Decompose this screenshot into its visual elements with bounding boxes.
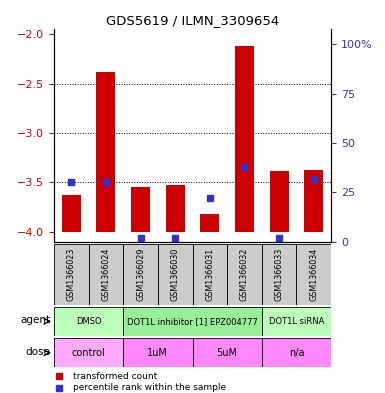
Bar: [96, 72, 116, 232]
Text: GSM1366032: GSM1366032: [240, 248, 249, 301]
Text: transformed count: transformed count: [73, 371, 157, 380]
Bar: [158, 244, 192, 305]
Point: [172, 235, 178, 241]
Bar: [262, 338, 331, 367]
Text: 1uM: 1uM: [147, 348, 168, 358]
Text: GSM1366033: GSM1366033: [275, 248, 284, 301]
Point: [68, 179, 74, 185]
Bar: [192, 338, 262, 367]
Bar: [123, 307, 262, 336]
Bar: [227, 244, 262, 305]
Text: GSM1366031: GSM1366031: [205, 248, 214, 301]
Text: GSM1366029: GSM1366029: [136, 247, 145, 301]
Point: [137, 235, 144, 241]
Bar: [54, 338, 123, 367]
Bar: [304, 170, 323, 232]
Point: [241, 163, 248, 170]
Text: GSM1366024: GSM1366024: [101, 248, 110, 301]
Bar: [54, 244, 89, 305]
Bar: [131, 187, 150, 232]
Bar: [123, 338, 192, 367]
Bar: [54, 307, 123, 336]
Point: [311, 175, 317, 182]
Point: [276, 235, 282, 241]
Bar: [262, 244, 296, 305]
Text: control: control: [72, 348, 105, 358]
Text: GSM1366034: GSM1366034: [309, 248, 318, 301]
Point: [103, 179, 109, 185]
Bar: [166, 185, 185, 232]
Bar: [296, 244, 331, 305]
Bar: [200, 214, 219, 232]
Text: GSM1366023: GSM1366023: [67, 248, 76, 301]
Text: DOT1L inhibitor [1] EPZ004777: DOT1L inhibitor [1] EPZ004777: [127, 317, 258, 326]
Text: GDS5619 / ILMN_3309654: GDS5619 / ILMN_3309654: [106, 14, 279, 27]
Bar: [89, 244, 123, 305]
Text: 5uM: 5uM: [217, 348, 238, 358]
Text: GSM1366030: GSM1366030: [171, 248, 180, 301]
Text: dose: dose: [25, 347, 50, 357]
Text: DMSO: DMSO: [76, 317, 101, 326]
Bar: [270, 171, 289, 232]
Text: agent: agent: [20, 315, 50, 325]
Bar: [235, 46, 254, 232]
Bar: [192, 244, 227, 305]
Text: percentile rank within the sample: percentile rank within the sample: [73, 383, 226, 392]
Point: [207, 195, 213, 201]
Text: DOT1L siRNA: DOT1L siRNA: [269, 317, 324, 326]
Bar: [62, 195, 81, 232]
Bar: [123, 244, 158, 305]
Text: n/a: n/a: [289, 348, 304, 358]
Bar: [262, 307, 331, 336]
